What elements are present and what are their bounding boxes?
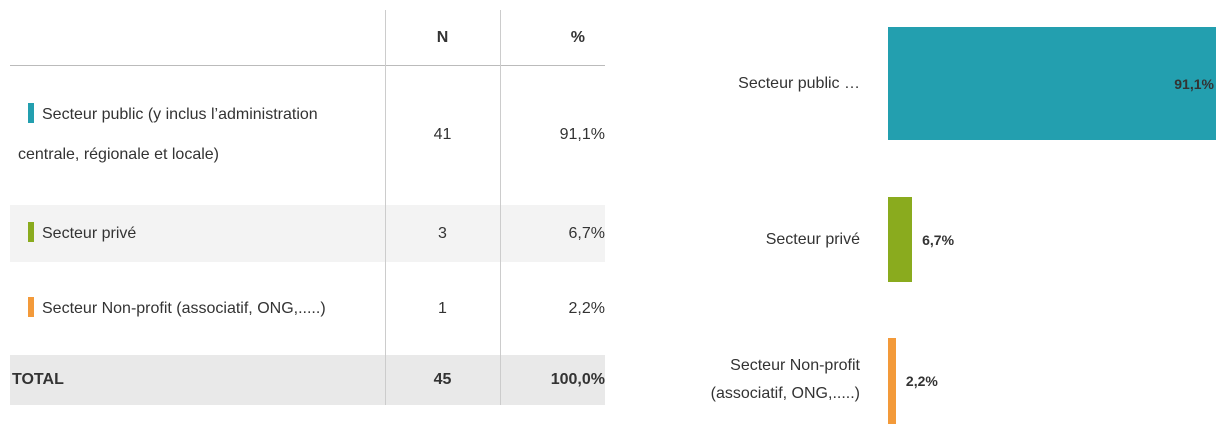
color-swatch (28, 221, 34, 242)
label: Secteur Non-profit (associatif, ONG,....… (10, 289, 378, 329)
n-cell: 45 (433, 371, 452, 388)
n-cell: 3 (438, 224, 447, 242)
pct-cell: 2,2% (568, 299, 605, 317)
n-cell: 41 (433, 126, 452, 143)
pct-cell: 91,1% (559, 126, 605, 143)
label-text: Secteur Non-profit (associatif, ONG,....… (42, 299, 326, 317)
label-cell: Secteur public (y inclus l’administratio… (10, 65, 378, 205)
label-cell: Secteur privé (10, 205, 378, 262)
header-line (10, 65, 605, 66)
category-label: Secteur privé (765, 230, 860, 248)
value-label: 2,2% (905, 373, 938, 389)
pct-cell: 100,0% (550, 371, 605, 388)
col-line (500, 10, 501, 405)
bar (888, 338, 896, 424)
pct-cell: 6,7% (568, 224, 605, 242)
row-shade (10, 205, 605, 262)
n-cell: 1 (438, 299, 447, 317)
bar (888, 197, 913, 282)
label: Secteur public (y inclus l’administratio… (10, 95, 378, 175)
label-text: Secteur privé (42, 224, 137, 242)
category-label: Secteur public … (738, 74, 860, 92)
bar (888, 27, 1216, 140)
color-swatch (28, 103, 34, 123)
total-label: TOTAL (12, 371, 64, 388)
label-text: Secteur public (y inclus l’administratio… (18, 106, 318, 163)
color-swatch (28, 296, 34, 317)
column-header: % (570, 28, 585, 46)
category-label: Secteur Non-profit (associatif, ONG,....… (710, 357, 860, 402)
value-label: 6,7% (922, 231, 955, 248)
total-shade (10, 355, 605, 405)
column-header: N (436, 28, 449, 46)
value-label: 91,1% (1174, 75, 1214, 92)
label-cell: Secteur Non-profit (associatif, ONG,....… (10, 262, 378, 355)
label: Secteur privé (10, 214, 378, 254)
col-line (385, 10, 386, 405)
